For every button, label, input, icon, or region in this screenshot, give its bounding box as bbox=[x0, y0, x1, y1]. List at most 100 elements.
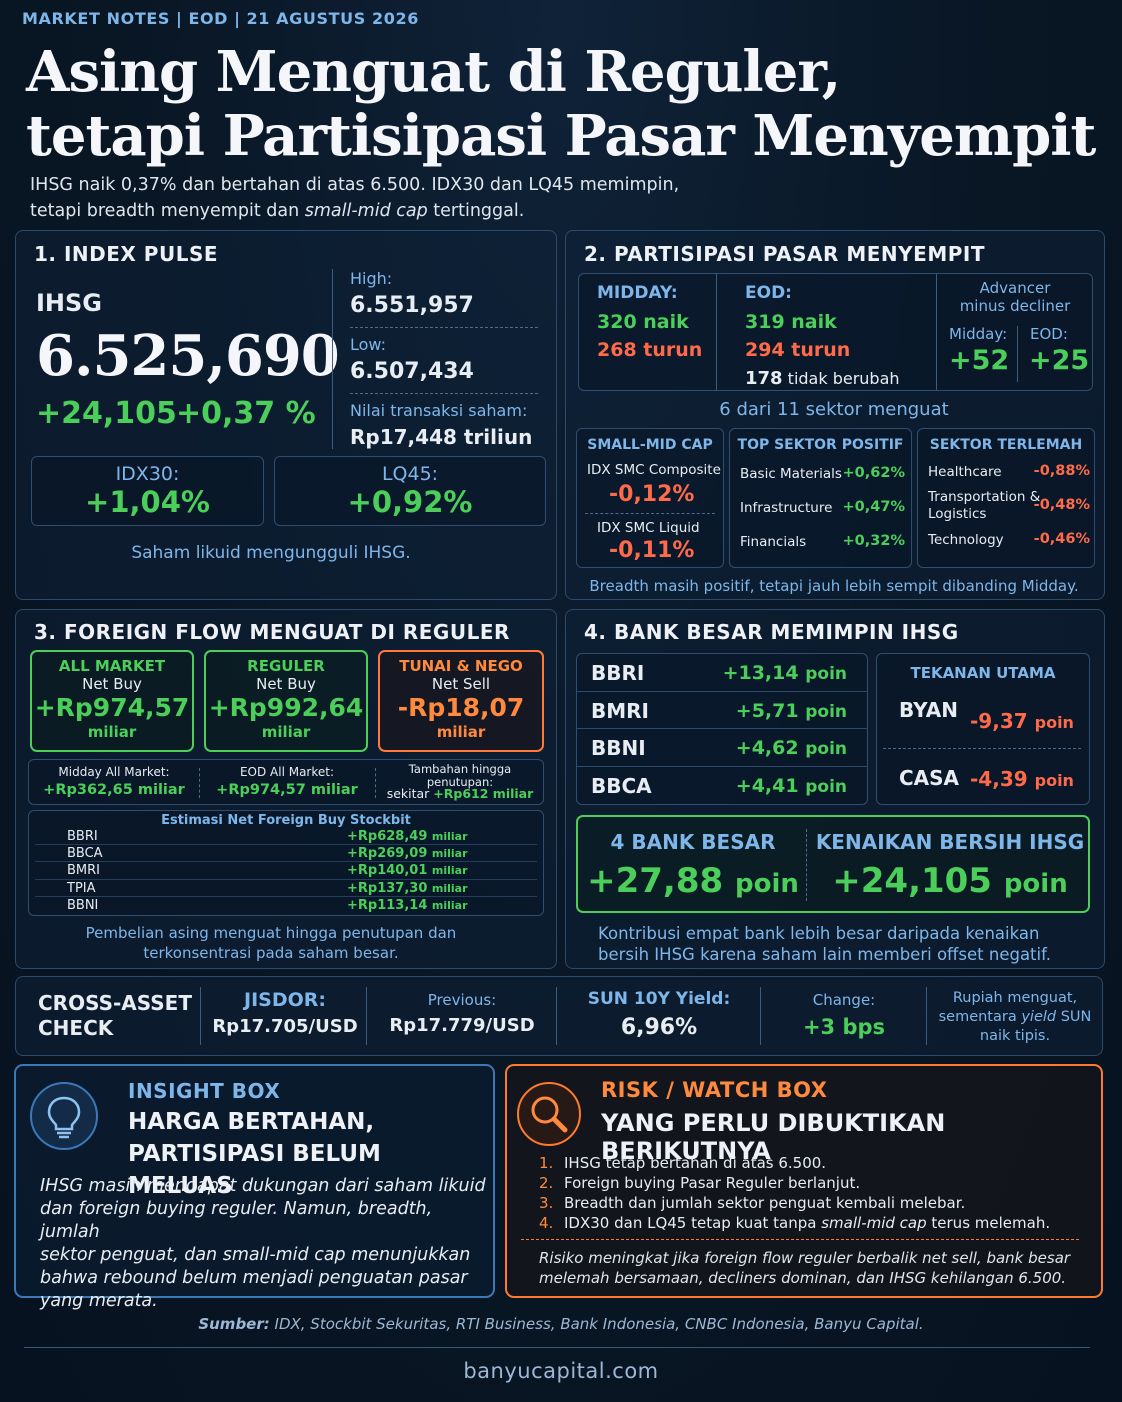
net-gain-unit: poin bbox=[1003, 869, 1068, 899]
low-value: 6.507,434 bbox=[350, 359, 474, 384]
previous-value: Rp17.779/USD bbox=[389, 1015, 535, 1036]
risk-item: 2. Foreign buying Pasar Reguler berlanjut… bbox=[539, 1173, 1050, 1193]
bank-row: BBNI +4,62 poin bbox=[577, 729, 867, 767]
pressure-unit: poin bbox=[1034, 713, 1074, 732]
note-emphasis: yield bbox=[1021, 1009, 1057, 1025]
divider bbox=[332, 269, 333, 449]
title-line: CHECK bbox=[38, 1016, 114, 1040]
midday-decliners: 268 turun bbox=[597, 339, 703, 361]
source-text: IDX, Stockbit Sekuritas, RTI Business, B… bbox=[269, 1315, 924, 1333]
all-market-label: ALL MARKET bbox=[58, 657, 166, 675]
bank-row: BMRI +5,71 poin bbox=[577, 692, 867, 729]
insight-body: IHSG masih mendapat dukungan dari saham … bbox=[40, 1175, 490, 1313]
bank-unit: poin bbox=[805, 701, 847, 722]
divider bbox=[936, 274, 937, 390]
small-mid-cap-card: SMALL-MID CAP IDX SMC Composite -0,12% I… bbox=[576, 428, 724, 568]
bank-contribution: +13,14 poin bbox=[723, 662, 847, 684]
sun-yield-value: 6,96% bbox=[620, 1015, 698, 1040]
lq45-value: +0,92% bbox=[347, 485, 473, 519]
magnifier-icon bbox=[517, 1082, 581, 1146]
top-sector-name: Infrastructure bbox=[740, 500, 833, 516]
top-sector-value: +0,32% bbox=[842, 533, 905, 549]
foreign-flow-note: Pembelian asing menguat hingga penutupan… bbox=[16, 923, 526, 963]
body-line: bahwa rebound belum menjadi penguatan pa… bbox=[40, 1268, 468, 1288]
big-four-unit: poin bbox=[734, 869, 799, 899]
weak-sector-value: -0,88% bbox=[1033, 463, 1090, 479]
all-market-sub: Net Buy bbox=[82, 675, 142, 693]
estimate-unit: miliar bbox=[431, 864, 468, 878]
lq45-card: LQ45: +0,92% bbox=[274, 456, 546, 526]
extra-flow-value-line: sekitar +Rp612 miliar bbox=[377, 787, 543, 801]
estimate-amount: +Rp269,09 bbox=[347, 846, 428, 862]
yield-change-value: +3 bps bbox=[802, 1015, 886, 1039]
divider bbox=[1017, 326, 1018, 382]
source-line: Sumber: IDX, Stockbit Sekuritas, RTI Bus… bbox=[0, 1315, 1122, 1333]
estimate-value: +Rp113,14 miliar bbox=[347, 898, 468, 913]
estimate-row: BBNI +Rp113,14 miliar bbox=[35, 897, 537, 914]
all-market-unit: miliar bbox=[87, 723, 137, 741]
panel-title: 1. INDEX PULSE bbox=[34, 242, 219, 266]
bank-ticker: BBRI bbox=[591, 661, 645, 685]
divider bbox=[350, 393, 538, 394]
eod-unchanged-count: 178 bbox=[745, 368, 783, 389]
divider bbox=[760, 987, 761, 1045]
high-value: 6.551,957 bbox=[350, 293, 474, 318]
note-line: Rupiah menguat, bbox=[952, 990, 1078, 1006]
risk-item-text: Breadth dan jumlah sektor penguat kembal… bbox=[564, 1194, 966, 1212]
divider bbox=[883, 748, 1081, 749]
bank-note: Kontribusi empat bank lebih besar daripa… bbox=[598, 923, 1051, 965]
index-change-points: +24,105 bbox=[36, 396, 177, 431]
bank-points: +4,41 bbox=[735, 774, 799, 797]
divider bbox=[926, 987, 927, 1045]
weak-sector-value: -0,46% bbox=[1033, 531, 1090, 547]
divider bbox=[556, 987, 557, 1045]
bank-row: BBRI +13,14 poin bbox=[577, 654, 867, 692]
top-sector-value: +0,62% bbox=[842, 465, 905, 481]
midday-label: MIDDAY: bbox=[597, 283, 678, 303]
estimate-amount: +Rp140,01 bbox=[347, 863, 428, 879]
body-line: yang merata. bbox=[40, 1291, 158, 1311]
note-text: SUN bbox=[1056, 1009, 1092, 1025]
pressure-ticker: CASA bbox=[899, 766, 960, 790]
panel-title: 4. BANK BESAR MEMIMPIN IHSG bbox=[584, 620, 959, 644]
site-link[interactable]: banyucapital.com bbox=[463, 1359, 659, 1383]
warning-line: Risiko meningkat jika foreign flow regul… bbox=[539, 1249, 1071, 1267]
top-sector-name: Financials bbox=[740, 534, 807, 550]
bank-ticker: BBCA bbox=[591, 773, 652, 798]
lede-text: tetapi breadth menyempit dan bbox=[30, 201, 305, 221]
bank-row: BBCA +4,41 poin bbox=[577, 767, 867, 805]
estimate-row: BBRI +Rp628,49 miliar bbox=[35, 828, 537, 846]
adv-dec-label-line: Advancer bbox=[979, 279, 1051, 297]
big-four-value: +27,88 poin bbox=[578, 861, 808, 901]
source-label: Sumber: bbox=[198, 1315, 270, 1333]
kicker-type: EOD bbox=[188, 9, 229, 28]
estimate-value: +Rp628,49 miliar bbox=[347, 829, 468, 844]
yield-change-label: Change: bbox=[812, 991, 876, 1009]
midday-flow-label: Midday All Market: bbox=[58, 765, 170, 779]
smc-liquid-label: IDX SMC Liquid bbox=[597, 520, 700, 536]
divider bbox=[806, 829, 807, 901]
eod-unchanged: 178 tidak berubah bbox=[745, 368, 900, 389]
foreign-flow-panel: 3. FOREIGN FLOW MENGUAT DI REGULER ALL M… bbox=[15, 609, 557, 969]
estimate-unit: miliar bbox=[431, 830, 468, 843]
note-line: terkonsentrasi pada saham besar. bbox=[143, 944, 399, 962]
title-line: HARGA BERTAHAN, bbox=[128, 1109, 375, 1135]
note-text: sementara bbox=[938, 1009, 1022, 1025]
adv-dec-eod: +25 bbox=[1029, 345, 1090, 376]
risk-item-number: 1. bbox=[539, 1154, 554, 1172]
eod-flow-label: EOD All Market: bbox=[239, 765, 335, 779]
estimate-title: Estimasi Net Foreign Buy Stockbit bbox=[161, 813, 411, 828]
eod-decliners: 294 turun bbox=[745, 339, 851, 361]
estimate-ticker: BMRI bbox=[67, 863, 101, 879]
cross-asset-panel: CROSS-ASSET CHECK JISDOR: Rp17.705/USD P… bbox=[15, 976, 1103, 1056]
midday-advancers: 320 naik bbox=[597, 311, 689, 333]
note-line: bersih IHSG karena saham lain memberi of… bbox=[598, 945, 1051, 964]
risk-item-text: IHSG tetap bertahan di atas 6.500. bbox=[564, 1154, 827, 1172]
risk-title: YANG PERLU DIBUKTIKAN BERIKUTNYA bbox=[601, 1109, 946, 1165]
estimate-value: +Rp137,30 miliar bbox=[347, 881, 468, 896]
jisdor-value: Rp17.705/USD bbox=[212, 1016, 358, 1037]
pressure-ticker: BYAN bbox=[899, 698, 958, 722]
estimate-rows: BBRI +Rp628,49 miliar BBCA +Rp269,09 miliar… bbox=[29, 828, 543, 914]
extra-flow-label-line: Tambahan hingga bbox=[408, 762, 512, 776]
estimate-unit: miliar bbox=[431, 881, 468, 895]
